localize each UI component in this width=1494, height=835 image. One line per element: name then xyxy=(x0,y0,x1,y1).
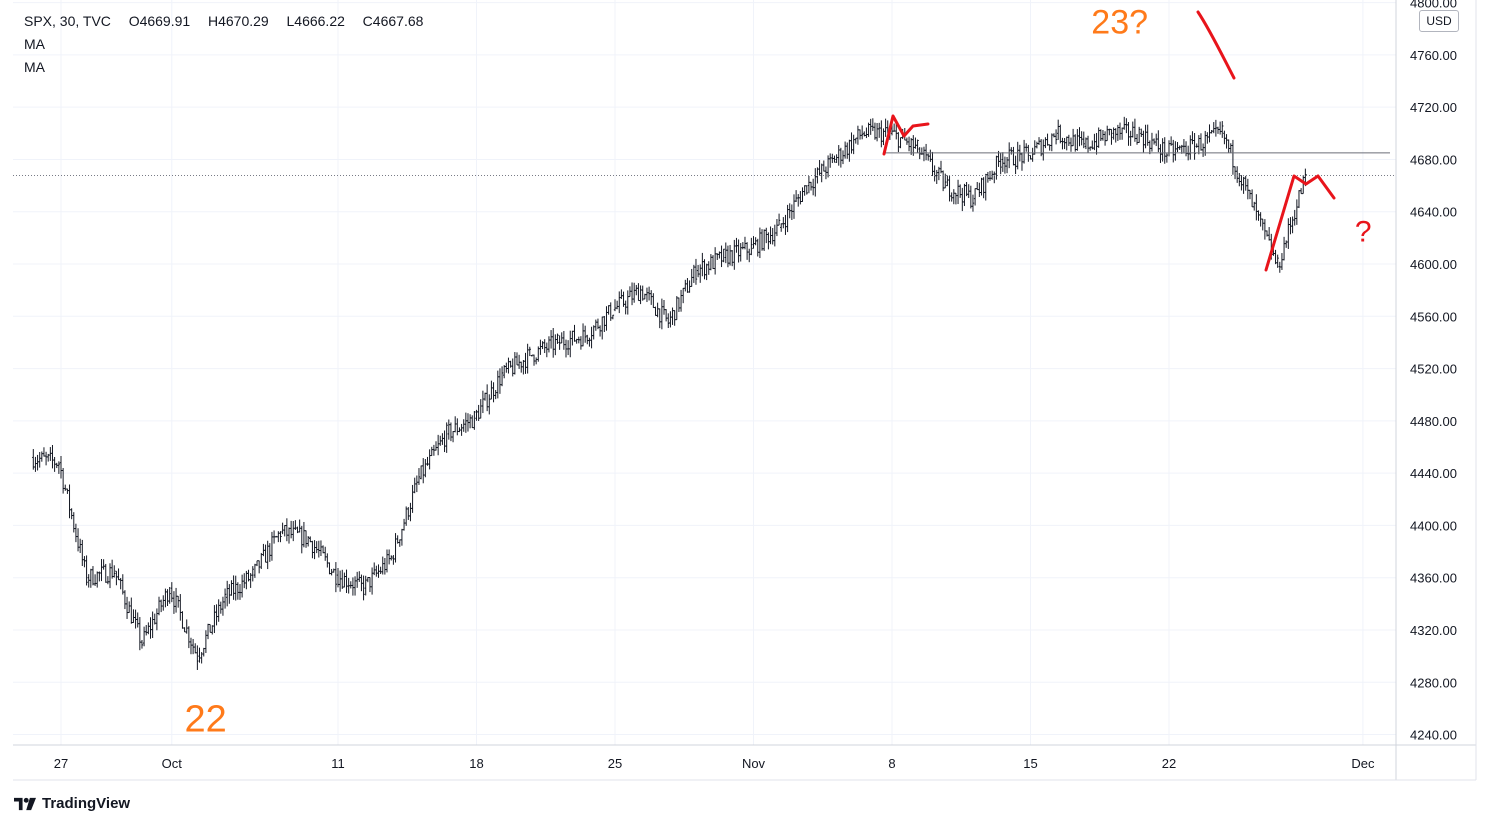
time-tick-label: 8 xyxy=(888,756,895,771)
time-tick-label: 15 xyxy=(1023,756,1037,771)
price-tick-label: 4280.00 xyxy=(1410,675,1457,690)
price-tick-label: 4600.00 xyxy=(1410,257,1457,272)
time-tick-label: 11 xyxy=(331,756,345,771)
legend-open-label: O xyxy=(128,13,140,29)
annotation-question: ? xyxy=(1355,215,1372,248)
price-tick-label: 4320.00 xyxy=(1410,623,1457,638)
annotation-strike xyxy=(1196,10,1236,80)
price-tick-label: 4680.00 xyxy=(1410,152,1457,167)
time-tick-label: Dec xyxy=(1351,756,1375,771)
price-tick-label: 4720.00 xyxy=(1410,100,1457,115)
currency-label[interactable]: USD xyxy=(1419,10,1459,32)
legend-open-value: 4669.91 xyxy=(139,13,191,29)
legend-symbol-row[interactable]: SPX, 30, TVC O4669.91 H4670.29 L4666.22 … xyxy=(24,13,424,29)
chart-grid xyxy=(13,0,1477,781)
legend-low-value: 4666.22 xyxy=(294,13,345,29)
indicator-ma-1[interactable]: MA xyxy=(24,36,45,52)
price-tick-label: 4640.00 xyxy=(1410,205,1457,220)
price-tick-label: 4800.00 xyxy=(1410,0,1457,11)
legend-symbol: SPX xyxy=(24,13,53,29)
indicator-ma-2[interactable]: MA xyxy=(24,59,45,75)
time-tick-label: 27 xyxy=(54,756,68,771)
brand-name: TradingView xyxy=(42,795,131,812)
price-tick-label: 4480.00 xyxy=(1410,414,1457,429)
tradingview-logo-icon xyxy=(14,797,36,810)
legend-close-value: 4667.68 xyxy=(372,13,424,29)
legend-high-label: H xyxy=(207,13,219,29)
annotations: 22 23?? xyxy=(185,4,1372,741)
time-tick-label: Nov xyxy=(742,756,766,771)
legend-source: TVC xyxy=(82,13,111,29)
price-tick-label: 4360.00 xyxy=(1410,571,1457,586)
price-tick-label: 4240.00 xyxy=(1410,728,1457,743)
price-tick-label: 4440.00 xyxy=(1410,466,1457,481)
price-axis: 4240.00 4280.00 4320.00 4360.00 4400.00 4440.… xyxy=(1410,0,1457,743)
annotation-m-top xyxy=(882,114,930,156)
time-tick-label: 22 xyxy=(1162,756,1176,771)
brand[interactable]: TradingView xyxy=(14,795,130,812)
legend-high-value: 4670.29 xyxy=(218,13,269,29)
time-tick-label: Oct xyxy=(162,756,183,771)
legend-low-label: L xyxy=(286,13,295,29)
time-axis: 27 Oct 11 18 25 Nov 8 15 22 Dec xyxy=(54,756,1375,771)
time-tick-label: 18 xyxy=(469,756,483,771)
annotation-m-right xyxy=(1264,174,1336,272)
price-tick-label: 4400.00 xyxy=(1410,518,1457,533)
horizontal-line xyxy=(13,152,1396,177)
chart-legend: SPX, 30, TVC O4669.91 H4670.29 L4666.22 … xyxy=(24,10,423,79)
legend-close-label: C xyxy=(362,13,373,29)
price-bars xyxy=(32,116,1307,670)
price-tick-label: 4520.00 xyxy=(1410,362,1457,377)
legend-interval: 30 xyxy=(59,13,76,29)
annotation-22: 22 xyxy=(185,699,227,741)
annotation-23: 23? xyxy=(1091,4,1148,42)
price-tick-label: 4560.00 xyxy=(1410,309,1457,324)
time-tick-label: 25 xyxy=(608,756,622,771)
price-tick-label: 4760.00 xyxy=(1410,48,1457,63)
